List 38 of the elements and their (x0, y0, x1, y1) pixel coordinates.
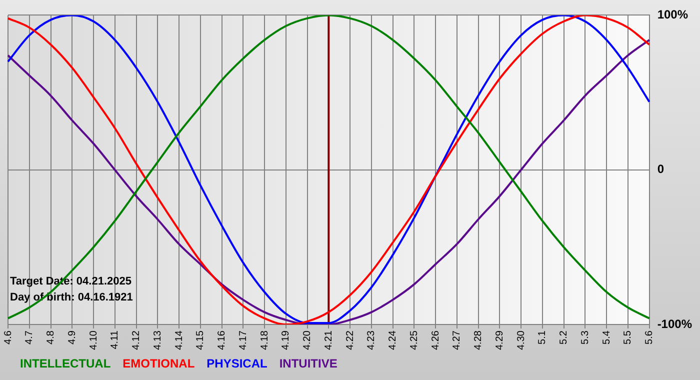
text: EMOTIONAL (122, 356, 195, 370)
x-tick-label: 4.19 (280, 330, 292, 350)
text: INTUITIVE (279, 356, 338, 370)
x-tick-label: 5.2 (558, 330, 570, 344)
text: INTELLECTUAL (20, 356, 111, 370)
x-tick-label: 4.22 (344, 330, 356, 350)
x-tick-label: 4.18 (259, 330, 270, 350)
x-tick-label: 4.6 (2, 330, 14, 344)
x-tick-label: 4.23 (366, 330, 378, 350)
x-tick-label: 4.25 (408, 330, 420, 350)
x-tick-label: 4.11 (110, 330, 121, 350)
x-tick-label: 4.24 (388, 330, 399, 350)
y-tick-label: 100% (657, 8, 688, 22)
x-tick-label: 5.4 (601, 330, 612, 344)
x-tick-label: 5.1 (537, 330, 548, 344)
x-tick-label: 4.20 (302, 330, 314, 350)
x-tick-label: 4.29 (494, 330, 506, 350)
x-tick-label: 5.3 (580, 330, 591, 344)
text: PHYSICAL (206, 356, 268, 370)
x-tick-label: 4.16 (216, 330, 228, 350)
x-tick-label: 4.28 (473, 330, 484, 350)
x-tick-label: 4.21 (323, 330, 334, 350)
x-tick-label: 4.15 (195, 330, 206, 350)
x-tick-label: 4.14 (174, 330, 185, 350)
x-tick-label: 4.27 (452, 330, 463, 350)
x-tick-label: 4.12 (131, 330, 142, 350)
y-tick-label: -100% (657, 316, 692, 331)
x-tick-label: 4.7 (24, 330, 36, 344)
x-tick-label: 4.8 (46, 330, 57, 344)
x-tick-label: 4.17 (238, 330, 249, 350)
x-tick-label: 4.10 (88, 330, 100, 350)
y-tick-label: 0 (657, 162, 664, 176)
x-tick-label: 4.26 (430, 330, 442, 350)
x-tick-label: 5.6 (644, 330, 656, 344)
x-tick-label: 4.30 (516, 330, 527, 350)
x-tick-label: 4.9 (66, 330, 78, 344)
x-tick-label: 4.13 (152, 330, 164, 350)
x-tick-label: 5.5 (622, 330, 634, 344)
